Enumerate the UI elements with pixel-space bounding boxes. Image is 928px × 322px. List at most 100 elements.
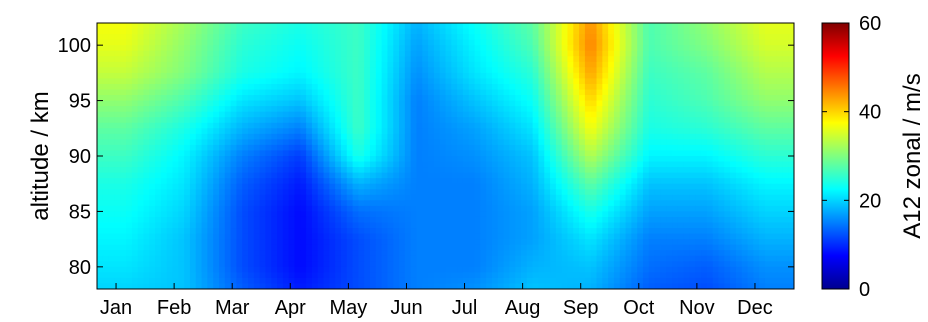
heatmap-cell (776, 95, 783, 102)
heatmap-cell (236, 39, 243, 46)
heatmap-cell (637, 83, 644, 91)
heatmap-cell (462, 67, 470, 74)
heatmap-cell (352, 205, 359, 213)
heatmap-cell (625, 39, 632, 46)
heatmap-cell (451, 239, 458, 246)
heatmap-cell (584, 161, 592, 168)
heatmap-cell (288, 144, 296, 152)
heatmap-cell (695, 178, 702, 185)
heatmap-cell (445, 144, 452, 152)
heatmap-cell (114, 139, 121, 146)
heatmap-cell (399, 211, 406, 218)
heatmap-cell (340, 205, 348, 213)
heatmap-cell (480, 89, 487, 96)
heatmap-cell (596, 150, 603, 157)
heatmap-cell (625, 89, 632, 96)
heatmap-cell (218, 244, 226, 251)
heatmap-cell (306, 133, 313, 140)
heatmap-cell (741, 172, 749, 179)
heatmap-cell (521, 239, 528, 246)
heatmap-cell (567, 50, 574, 57)
heatmap-cell (404, 39, 412, 46)
heatmap-cell (555, 200, 563, 207)
heatmap-cell (788, 161, 794, 168)
heatmap-cell (242, 239, 249, 246)
heatmap-cell (381, 150, 389, 157)
heatmap-cell (486, 222, 493, 229)
heatmap-cell (306, 117, 313, 124)
heatmap-cell (474, 216, 481, 224)
heatmap-cell (648, 23, 656, 30)
heatmap-cell (253, 233, 261, 240)
heatmap-cell (189, 28, 197, 35)
heatmap-cell (689, 106, 696, 113)
heatmap-cell (253, 183, 261, 190)
heatmap-cell (439, 211, 447, 218)
heatmap-cell (724, 150, 731, 157)
heatmap-cell (120, 211, 127, 218)
heatmap-cell (218, 167, 226, 174)
heatmap-cell (213, 39, 220, 46)
heatmap-cell (579, 45, 586, 52)
heatmap-cell (387, 216, 394, 224)
heatmap-cell (97, 133, 104, 140)
heatmap-cell (712, 172, 720, 179)
heatmap-cell (236, 139, 243, 146)
heatmap-cell (759, 228, 766, 235)
heatmap-cell (718, 189, 725, 196)
heatmap-cell (213, 72, 220, 80)
heatmap-cell (718, 117, 725, 124)
heatmap-cell (207, 211, 214, 218)
heatmap-cell (381, 239, 389, 246)
heatmap-cell (300, 95, 307, 102)
heatmap-cell (590, 222, 598, 229)
heatmap-cell (468, 172, 476, 179)
heatmap-cell (730, 189, 737, 196)
heatmap-cell (573, 28, 580, 35)
heatmap-cell (114, 45, 121, 52)
heatmap-cell (253, 156, 261, 163)
heatmap-cell (149, 28, 156, 35)
heatmap-cell (311, 128, 319, 135)
heatmap-cell (788, 205, 794, 213)
heatmap-cell (259, 167, 267, 174)
heatmap-cell (282, 67, 290, 74)
heatmap-cell (666, 23, 673, 30)
heatmap-cell (306, 139, 313, 146)
heatmap-cell (462, 228, 470, 235)
heatmap-cell (259, 106, 267, 113)
heatmap-cell (654, 89, 662, 96)
heatmap-cell (375, 50, 383, 57)
heatmap-cell (195, 50, 203, 57)
heatmap-cell (764, 89, 772, 96)
heatmap-cell (393, 156, 400, 163)
heatmap-cell (590, 194, 598, 201)
heatmap-cell (259, 233, 267, 240)
heatmap-cell (602, 156, 609, 163)
heatmap-cell (213, 100, 220, 107)
heatmap-cell (439, 95, 447, 102)
heatmap-cell (637, 144, 644, 152)
heatmap-cell (712, 28, 720, 35)
heatmap-cell (695, 144, 702, 152)
heatmap-cell (782, 34, 789, 41)
heatmap-cell (294, 78, 301, 85)
heatmap-cell (590, 228, 598, 235)
heatmap-cell (457, 83, 464, 91)
heatmap-cell (282, 28, 290, 35)
heatmap-cell (381, 95, 389, 102)
heatmap-cell (195, 194, 203, 201)
heatmap-cell (282, 144, 290, 152)
heatmap-cell (561, 194, 569, 201)
heatmap-cell (573, 50, 580, 57)
heatmap-cell (131, 211, 139, 218)
heatmap-cell (735, 89, 743, 96)
heatmap-cell (445, 139, 452, 146)
heatmap-cell (701, 222, 708, 229)
heatmap-cell (764, 228, 772, 235)
heatmap-cell (335, 211, 342, 218)
heatmap-cell (236, 106, 243, 113)
heatmap-cell (213, 216, 220, 224)
heatmap-cell (282, 211, 290, 218)
heatmap-cell (387, 106, 394, 113)
